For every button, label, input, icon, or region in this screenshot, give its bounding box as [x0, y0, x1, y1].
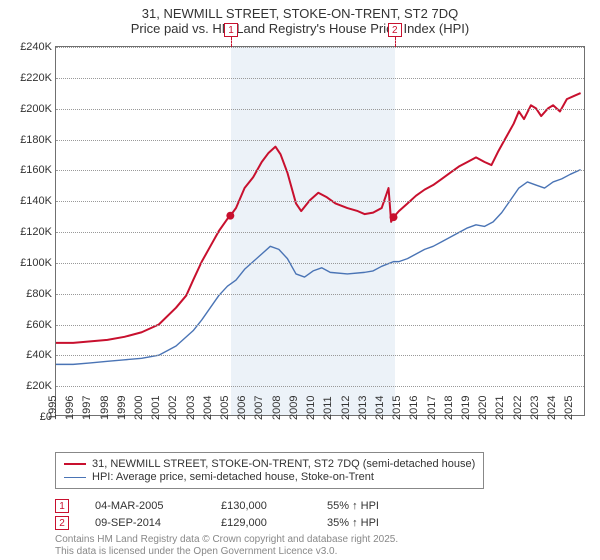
xtick-label: 2016: [408, 396, 420, 420]
xtick-label: 2020: [477, 396, 489, 420]
event-row-date: 04-MAR-2005: [95, 500, 195, 512]
attribution: Contains HM Land Registry data © Crown c…: [55, 534, 398, 557]
ytick-label: £40K: [26, 349, 52, 361]
chart-container: 31, NEWMILL STREET, STOKE-ON-TRENT, ST2 …: [0, 0, 600, 560]
event-flag-line: [395, 37, 396, 47]
xtick-label: 2017: [426, 396, 438, 420]
xtick-label: 2005: [219, 396, 231, 420]
xtick-label: 2008: [271, 396, 283, 420]
xtick-label: 1996: [64, 396, 76, 420]
legend: 31, NEWMILL STREET, STOKE-ON-TRENT, ST2 …: [55, 452, 484, 489]
xtick-label: 2014: [374, 396, 386, 420]
ytick-label: £160K: [20, 164, 52, 176]
chart-area: £0£20K£40K£60K£80K£100K£120K£140K£160K£1…: [55, 46, 585, 416]
xtick-label: 2000: [133, 396, 145, 420]
ytick-label: £80K: [26, 288, 52, 300]
gridline-h: [56, 232, 584, 233]
event-flag-box: 1: [224, 23, 238, 37]
xtick-label: 2007: [253, 396, 265, 420]
xtick-label: 2003: [185, 396, 197, 420]
legend-label: HPI: Average price, semi-detached house,…: [92, 471, 374, 483]
xtick-label: 2004: [202, 396, 214, 420]
chart-title: 31, NEWMILL STREET, STOKE-ON-TRENT, ST2 …: [0, 0, 600, 36]
xtick-label: 1997: [81, 396, 93, 420]
plot-region: £0£20K£40K£60K£80K£100K£120K£140K£160K£1…: [55, 46, 585, 416]
gridline-h: [56, 386, 584, 387]
ytick-label: £200K: [20, 103, 52, 115]
gridline-h: [56, 201, 584, 202]
ytick-label: £140K: [20, 195, 52, 207]
event-flag-box: 2: [388, 23, 402, 37]
sale-marker-dot: [390, 213, 398, 221]
ytick-label: £100K: [20, 257, 52, 269]
event-row-pct: 35% ↑ HPI: [327, 517, 417, 529]
xtick-label: 1995: [47, 396, 59, 420]
xtick-label: 2001: [150, 396, 162, 420]
events-table: 1 04-MAR-2005 £130,000 55% ↑ HPI 2 09-SEP-201…: [55, 498, 417, 532]
gridline-h: [56, 109, 584, 110]
xtick-label: 2011: [322, 396, 334, 420]
xtick-label: 2010: [305, 396, 317, 420]
gridline-h: [56, 47, 584, 48]
event-row-price: £129,000: [221, 517, 301, 529]
series-subject_property: [56, 93, 581, 343]
xtick-label: 2015: [391, 396, 403, 420]
event-row-marker: 2: [55, 516, 69, 530]
gridline-h: [56, 355, 584, 356]
ytick-label: £60K: [26, 319, 52, 331]
gridline-h: [56, 78, 584, 79]
event-flag-line: [231, 37, 232, 47]
xtick-label: 2006: [236, 396, 248, 420]
legend-row: HPI: Average price, semi-detached house,…: [64, 471, 475, 483]
xtick-label: 2022: [512, 396, 524, 420]
gridline-h: [56, 263, 584, 264]
xtick-label: 2025: [563, 396, 575, 420]
event-row-pct: 55% ↑ HPI: [327, 500, 417, 512]
legend-swatch: [64, 463, 86, 465]
ytick-label: £240K: [20, 41, 52, 53]
xtick-label: 2023: [529, 396, 541, 420]
xtick-label: 2024: [546, 396, 558, 420]
xtick-label: 1999: [116, 396, 128, 420]
gridline-h: [56, 325, 584, 326]
ytick-label: £20K: [26, 380, 52, 392]
legend-row: 31, NEWMILL STREET, STOKE-ON-TRENT, ST2 …: [64, 458, 475, 470]
xtick-label: 2018: [443, 396, 455, 420]
title-line-1: 31, NEWMILL STREET, STOKE-ON-TRENT, ST2 …: [0, 6, 600, 21]
event-row-price: £130,000: [221, 500, 301, 512]
attribution-line-2: This data is licensed under the Open Gov…: [55, 546, 398, 558]
event-row-date: 09-SEP-2014: [95, 517, 195, 529]
legend-label: 31, NEWMILL STREET, STOKE-ON-TRENT, ST2 …: [92, 458, 475, 470]
xtick-label: 2021: [494, 396, 506, 420]
gridline-h: [56, 294, 584, 295]
attribution-line-1: Contains HM Land Registry data © Crown c…: [55, 534, 398, 546]
gridline-h: [56, 140, 584, 141]
title-line-2: Price paid vs. HM Land Registry's House …: [0, 21, 600, 36]
xtick-label: 1998: [99, 396, 111, 420]
legend-swatch: [64, 477, 86, 478]
series-svg: [56, 47, 584, 415]
ytick-label: £120K: [20, 226, 52, 238]
ytick-label: £220K: [20, 72, 52, 84]
xtick-label: 2013: [357, 396, 369, 420]
gridline-h: [56, 170, 584, 171]
ytick-label: £180K: [20, 134, 52, 146]
xtick-label: 2002: [167, 396, 179, 420]
event-row: 2 09-SEP-2014 £129,000 35% ↑ HPI: [55, 515, 417, 530]
series-hpi: [56, 170, 581, 365]
xtick-label: 2009: [288, 396, 300, 420]
event-row-marker: 1: [55, 499, 69, 513]
xtick-label: 2019: [460, 396, 472, 420]
xtick-label: 2012: [340, 396, 352, 420]
event-row: 1 04-MAR-2005 £130,000 55% ↑ HPI: [55, 498, 417, 513]
sale-marker-dot: [226, 212, 234, 220]
